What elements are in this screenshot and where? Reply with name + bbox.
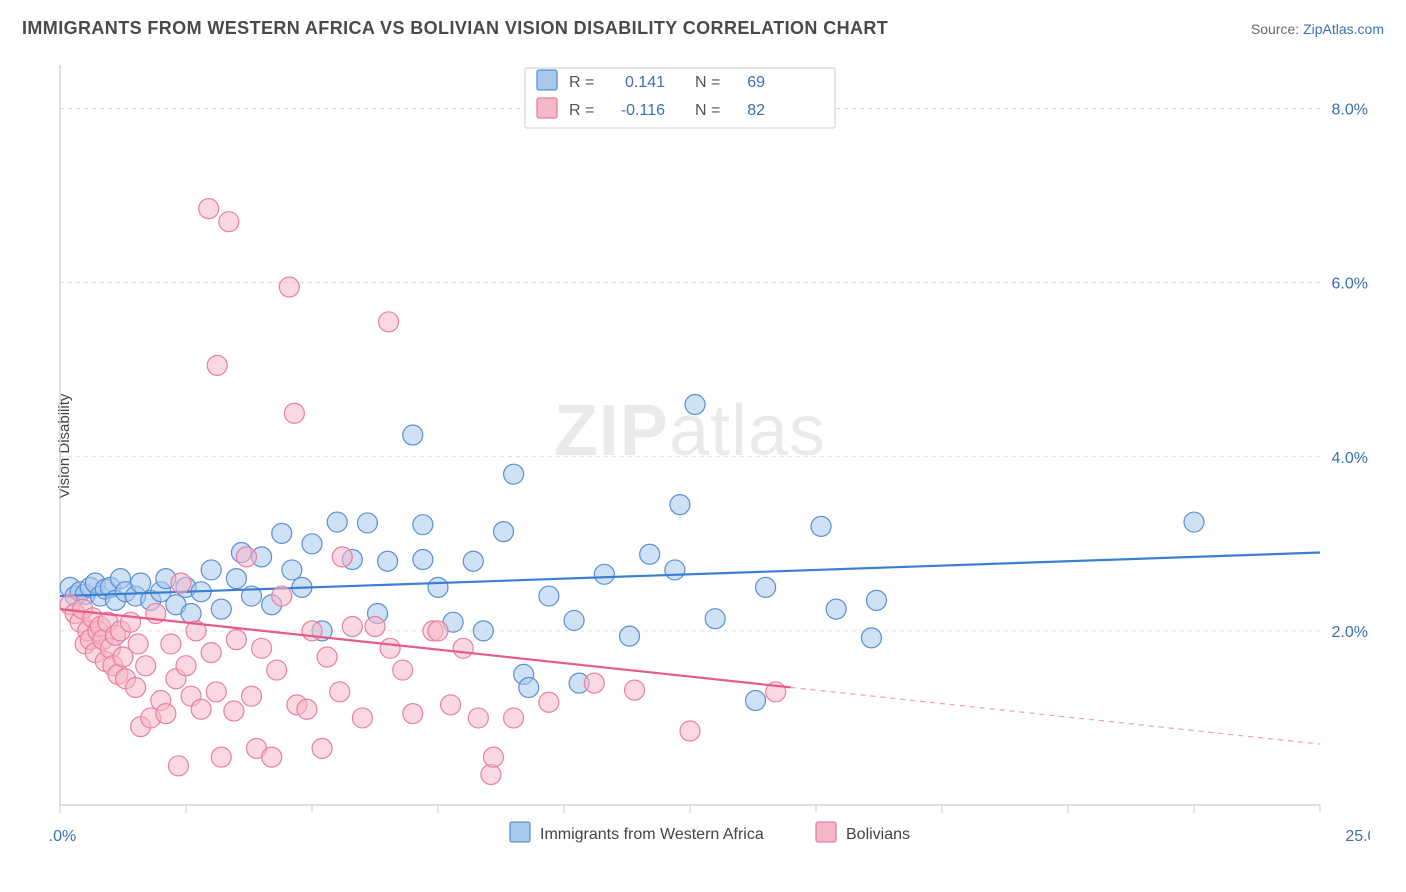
svg-text:6.0%: 6.0% [1332, 276, 1368, 293]
svg-text:0.0%: 0.0% [50, 828, 76, 845]
svg-text:82: 82 [747, 102, 765, 119]
svg-text:0.141: 0.141 [625, 74, 665, 91]
svg-text:Bolivians: Bolivians [846, 826, 910, 843]
svg-text:R =: R = [569, 102, 594, 119]
svg-text:N =: N = [695, 102, 720, 119]
chart-header: IMMIGRANTS FROM WESTERN AFRICA VS BOLIVI… [22, 18, 1384, 39]
svg-text:4.0%: 4.0% [1332, 450, 1368, 467]
svg-text:-0.116: -0.116 [621, 102, 665, 119]
source-label: Source: [1251, 21, 1299, 37]
chart-source: Source: ZipAtlas.com [1251, 21, 1384, 37]
svg-text:69: 69 [747, 74, 765, 91]
svg-text:2.0%: 2.0% [1332, 624, 1368, 641]
svg-text:R =: R = [569, 74, 594, 91]
source-link[interactable]: ZipAtlas.com [1303, 21, 1384, 37]
chart-title: IMMIGRANTS FROM WESTERN AFRICA VS BOLIVI… [22, 18, 888, 39]
svg-text:25.0%: 25.0% [1345, 828, 1370, 845]
chart-plot: ZIPatlas2.0%4.0%6.0%8.0%0.0%25.0%R =0.14… [50, 60, 1370, 830]
svg-text:8.0%: 8.0% [1332, 102, 1368, 119]
svg-text:Immigrants from Western Africa: Immigrants from Western Africa [540, 826, 764, 843]
svg-text:N =: N = [695, 74, 720, 91]
